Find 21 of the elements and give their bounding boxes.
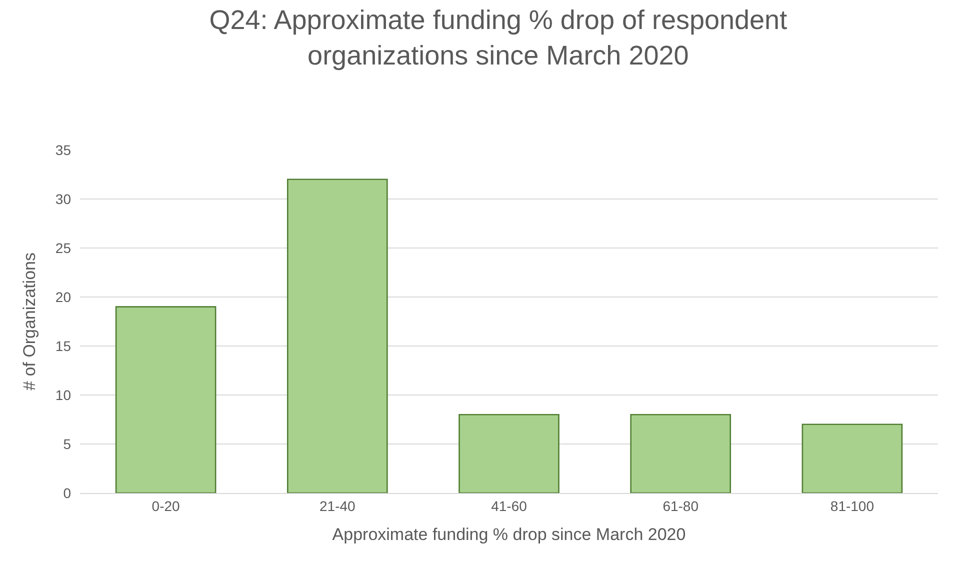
bar xyxy=(286,178,388,493)
y-tick-label: 30 xyxy=(55,190,72,207)
chart-title: Q24: Approximate funding % drop of respondent organizations since March 2020 xyxy=(209,5,788,70)
y-tick-label: 35 xyxy=(55,142,72,158)
x-tick-label: 61-80 xyxy=(662,498,699,514)
x-tick-label: 41-60 xyxy=(491,498,528,514)
bar xyxy=(458,414,560,493)
y-axis-title: # of Organizations xyxy=(20,252,39,390)
y-tick-label: 25 xyxy=(55,240,72,256)
y-tick-label: 5 xyxy=(63,436,72,452)
bar xyxy=(630,414,732,493)
x-tick-label: 81-100 xyxy=(830,498,874,514)
y-tick-label: 0 xyxy=(63,484,72,501)
x-tick-label: 0-20 xyxy=(152,498,180,514)
x-axis-title: Approximate funding % drop since March 2020 xyxy=(332,525,686,544)
y-tick-label: 20 xyxy=(55,288,72,305)
x-tick-label: 21-40 xyxy=(319,498,356,514)
y-tick-label: 15 xyxy=(55,338,72,354)
y-tick-label: 10 xyxy=(55,386,72,403)
bar xyxy=(115,306,216,493)
bar xyxy=(802,424,903,493)
